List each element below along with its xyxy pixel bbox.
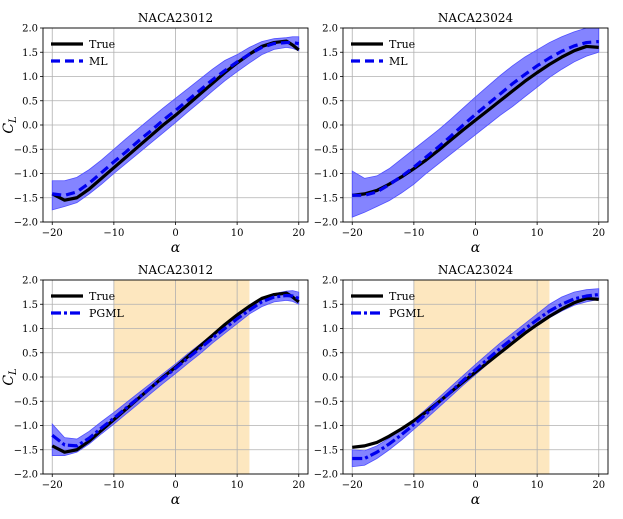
x-tick-label: 10 [231, 480, 244, 491]
x-tick-label: −20 [342, 228, 363, 239]
panel-title: NACA23012 [138, 263, 213, 277]
y-tick-label: −1.0 [314, 421, 338, 432]
y-tick-label: 1.5 [322, 48, 338, 59]
x-tick-label: 0 [472, 228, 478, 239]
y-tick-label: −1.5 [14, 193, 38, 204]
y-tick-label: −0.5 [314, 145, 338, 156]
panel-title: NACA23012 [138, 11, 213, 25]
x-tick-label: 20 [292, 480, 305, 491]
legend-label: ML [389, 55, 408, 68]
y-tick-label: 1.0 [22, 72, 38, 83]
y-tick-label: 0.5 [322, 96, 338, 107]
y-tick-label: −1.0 [14, 169, 38, 180]
x-tick-label: −20 [42, 228, 63, 239]
series-line-ml [352, 39, 599, 197]
y-tick-label: −0.5 [14, 145, 38, 156]
y-tick-label: 1.0 [22, 324, 38, 335]
y-tick-label: −2.0 [314, 470, 338, 481]
y-tick-label: 0.0 [322, 373, 338, 384]
series-line-pgml [51, 293, 300, 448]
y-tick-label: −1.5 [314, 445, 338, 456]
y-tick-label: 2.0 [322, 24, 338, 35]
x-tick-label: 0 [472, 480, 478, 491]
x-axis-label: α [171, 240, 181, 256]
y-tick-label: 0.0 [322, 121, 338, 132]
y-tick-label: −1.0 [314, 169, 338, 180]
y-tick-label: 1.0 [322, 324, 338, 335]
legend-label: True [389, 38, 415, 51]
x-tick-label: 20 [592, 480, 605, 491]
x-tick-label: −20 [342, 480, 363, 491]
legend-label: True [89, 290, 115, 303]
y-tick-label: −1.5 [314, 193, 338, 204]
series-line-pgml [352, 292, 599, 461]
y-tick-label: 1.0 [322, 72, 338, 83]
legend: True ML [51, 38, 115, 68]
y-tick-label: 0.5 [322, 348, 338, 359]
x-tick-label: −10 [403, 480, 424, 491]
y-tick-label: 1.5 [22, 48, 38, 59]
panel-title: NACA23024 [438, 263, 514, 277]
y-tick-label: 2.0 [22, 276, 38, 287]
x-tick-label: −20 [42, 480, 63, 491]
y-tick-label: 0.5 [22, 348, 38, 359]
x-axis-label: α [471, 492, 481, 508]
y-tick-label: −0.5 [314, 397, 338, 408]
legend-label: ML [89, 55, 108, 68]
y-tick-label: 0.5 [22, 96, 38, 107]
chart-panel-4: −20 −10 0 10 20 −2.0 −1.5 −1.0 −0.5 0.0 0.5 1.0 1.5 2… [314, 263, 609, 508]
x-tick-label: 10 [231, 228, 244, 239]
x-tick-label: 10 [531, 228, 544, 239]
y-tick-label: 2.0 [322, 276, 338, 287]
chart-panel-2: −20 −10 0 10 20 −2.0 −1.5 −1.0 −0.5 0.0 0.5 1.0 1.5 2… [314, 11, 609, 256]
series-line-true [352, 296, 599, 449]
series-line-ml [52, 40, 300, 197]
y-tick-label: −0.5 [14, 397, 38, 408]
legend: True PGML [51, 290, 124, 320]
y-axis-label: CL [1, 368, 19, 386]
series-line-true [51, 291, 300, 454]
y-tick-label: 2.0 [22, 24, 38, 35]
legend: True PGML [351, 290, 424, 320]
y-tick-label: 0.0 [22, 373, 38, 384]
x-tick-label: 20 [592, 228, 605, 239]
panel-title: NACA23024 [438, 11, 514, 25]
chart-panel-3: −20 −10 0 10 20 −2.0 −1.5 −1.0 −0.5 0.0 0.5 1.0 1.5 2… [1, 263, 309, 508]
legend: True ML [351, 38, 415, 68]
y-tick-label: 0.0 [22, 121, 38, 132]
x-tick-label: −10 [103, 480, 124, 491]
x-tick-label: −10 [103, 228, 124, 239]
y-tick-label: −2.0 [14, 218, 38, 229]
y-axis-label: CL [1, 116, 19, 134]
x-tick-label: 0 [172, 228, 178, 239]
chart-panel-1: −20 −10 0 10 20 −2.0 −1.5 −1.0 −0.5 0.0 0.5 1.0 1.5 2… [1, 11, 309, 256]
legend-label: PGML [89, 307, 124, 320]
x-axis-label: α [171, 492, 181, 508]
x-tick-label: 20 [292, 228, 305, 239]
legend-label: True [389, 290, 415, 303]
y-tick-label: 1.5 [322, 300, 338, 311]
x-tick-label: 10 [531, 480, 544, 491]
x-tick-label: 0 [172, 480, 178, 491]
legend-label: True [89, 38, 115, 51]
y-tick-label: 1.5 [22, 300, 38, 311]
y-tick-label: −2.0 [14, 470, 38, 481]
y-tick-label: −1.5 [14, 445, 38, 456]
y-tick-label: −2.0 [314, 218, 338, 229]
legend-label: PGML [389, 307, 424, 320]
y-tick-label: −1.0 [14, 421, 38, 432]
uncertainty-band [51, 290, 300, 456]
x-axis-label: α [471, 240, 481, 256]
x-tick-label: −10 [403, 228, 424, 239]
